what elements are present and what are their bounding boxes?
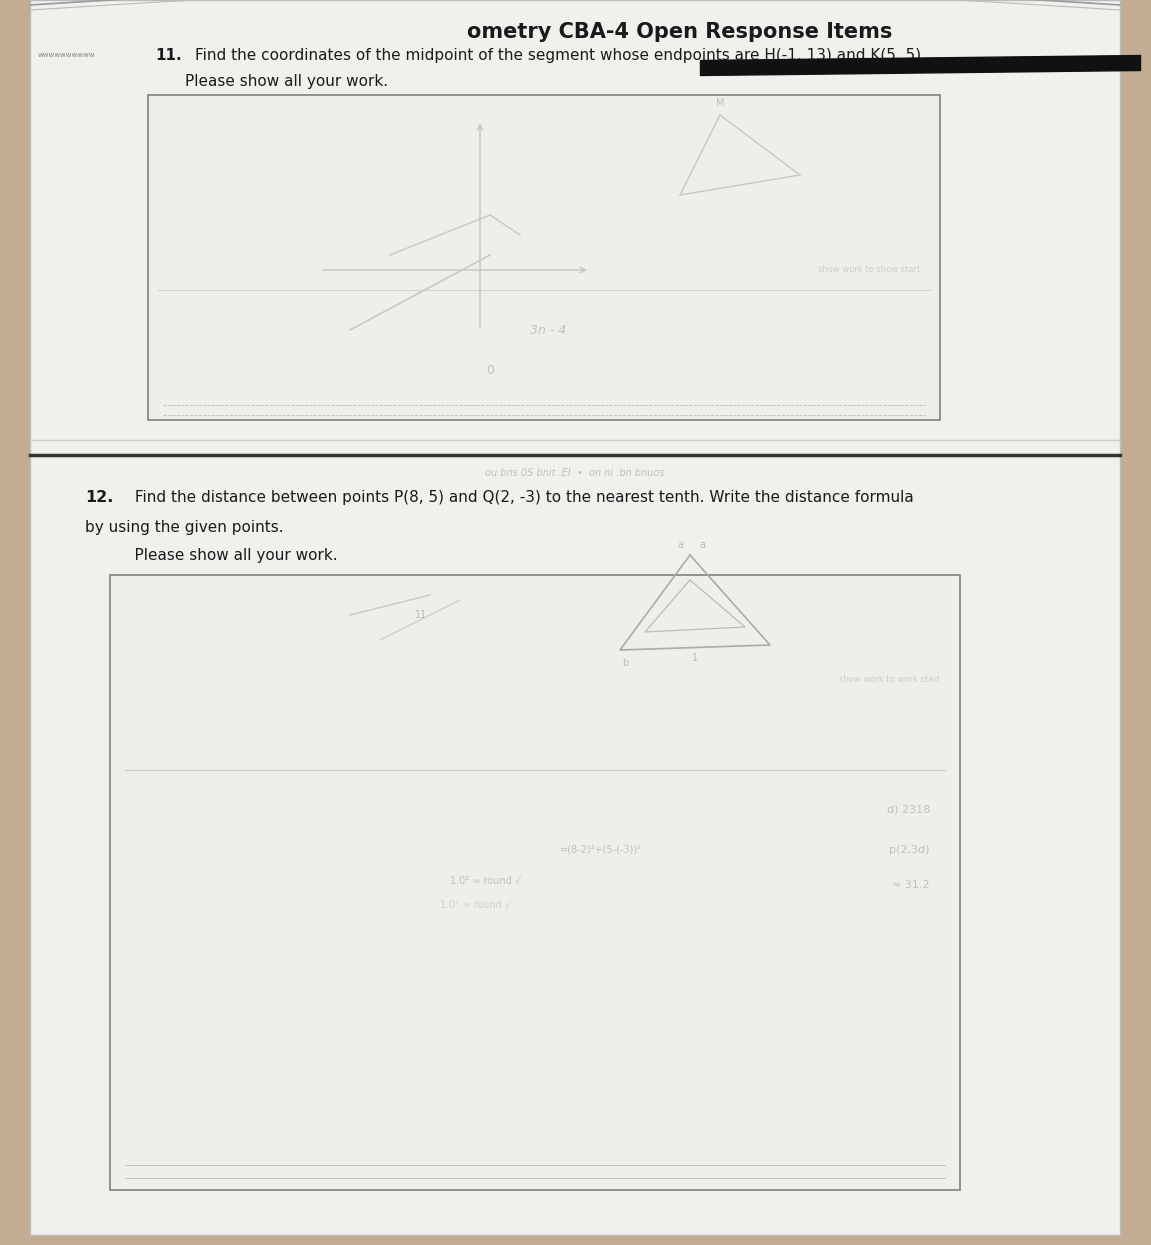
Text: Find the coordinates of the midpoint of the segment whose endpoints are H(-1, 13: Find the coordinates of the midpoint of … <box>195 49 927 63</box>
Text: a: a <box>677 540 683 550</box>
Text: 3n - 4: 3n - 4 <box>529 324 566 336</box>
Bar <box>148 95 940 420</box>
Text: M: M <box>716 98 724 108</box>
Text: show work to work start: show work to work start <box>839 676 940 685</box>
Text: a: a <box>699 540 706 550</box>
Text: show work to show start: show work to show start <box>817 265 920 274</box>
Bar <box>110 575 960 1190</box>
Text: ou bns 0S bnit .EI  •  on ni .bn bnuos: ou bns 0S bnit .EI • on ni .bn bnuos <box>486 468 665 478</box>
Text: ometry CBA-4 Open Response Items: ometry CBA-4 Open Response Items <box>467 22 893 42</box>
Text: Please show all your work.: Please show all your work. <box>115 548 337 563</box>
Text: b: b <box>622 659 628 669</box>
Text: 1.0¹ ≈ round √: 1.0¹ ≈ round √ <box>440 900 511 910</box>
Text: Find the distance between points P(8, 5) and Q(2, -3) to the nearest tenth. Writ: Find the distance between points P(8, 5)… <box>130 491 914 505</box>
Text: Please show all your work.: Please show all your work. <box>185 73 388 88</box>
Text: d) 2318: d) 2318 <box>886 806 930 815</box>
Text: 0: 0 <box>486 364 494 376</box>
Text: 1: 1 <box>692 652 698 664</box>
Text: by using the given points.: by using the given points. <box>85 520 283 535</box>
Text: wwwwwwwwww: wwwwwwwwww <box>38 52 96 59</box>
Text: p(2,3d): p(2,3d) <box>890 845 930 855</box>
Text: 11: 11 <box>416 610 427 620</box>
Text: ≈ 31.2: ≈ 31.2 <box>892 880 930 890</box>
Text: 1.0² ≈ round √: 1.0² ≈ round √ <box>450 875 521 885</box>
Text: 12.: 12. <box>85 491 114 505</box>
Text: 11.: 11. <box>155 49 182 63</box>
Text: =(8-2)²+(5-(-3))²: =(8-2)²+(5-(-3))² <box>561 845 642 855</box>
